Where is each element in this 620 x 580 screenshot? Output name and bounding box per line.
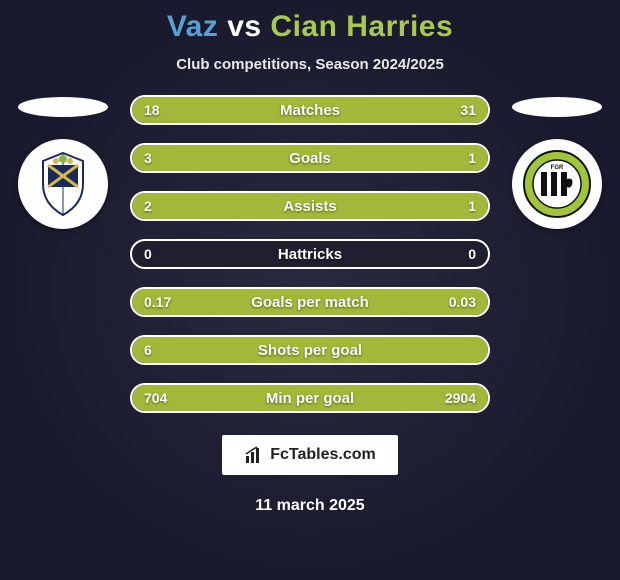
stat-label: Goals per match: [132, 294, 488, 311]
stat-bar: 31Goals: [130, 143, 490, 173]
player1-flag: [18, 97, 108, 117]
stat-label: Matches: [132, 102, 488, 119]
main-content: 1831Matches 31Goals 21Assists 00Hattricks 0.…: [0, 95, 620, 413]
stats-bars: 1831Matches 31Goals 21Assists 00Hattricks 0.…: [130, 95, 490, 413]
crest-icon: [28, 149, 98, 219]
stat-bar: 7042904Min per goal: [130, 383, 490, 413]
logo-text: FcTables.com: [270, 446, 376, 464]
site-logo[interactable]: FcTables.com: [222, 435, 398, 475]
crest-icon: FGR: [522, 149, 592, 219]
stat-label: Hattricks: [132, 246, 488, 263]
player1-name: Vaz: [167, 10, 219, 43]
chart-icon: [244, 445, 264, 465]
comparison-title: Vaz vs Cian Harries: [167, 10, 453, 44]
stat-bar: 21Assists: [130, 191, 490, 221]
stat-label: Goals: [132, 150, 488, 167]
player2-crest: FGR: [512, 139, 602, 229]
subtitle: Club competitions, Season 2024/2025: [176, 56, 444, 73]
player2-flag: [512, 97, 602, 117]
stat-bar: 00Hattricks: [130, 239, 490, 269]
date-label: 11 march 2025: [255, 497, 364, 515]
stat-label: Shots per goal: [132, 342, 488, 359]
stat-bar: 6Shots per goal: [130, 335, 490, 365]
stat-label: Assists: [132, 198, 488, 215]
stat-label: Min per goal: [132, 390, 488, 407]
player2-side: FGR: [502, 95, 612, 229]
player2-name: Cian Harries: [270, 10, 453, 43]
player1-crest: [18, 139, 108, 229]
player1-side: [8, 95, 118, 229]
stat-bar: 1831Matches: [130, 95, 490, 125]
stat-bar: 0.170.03Goals per match: [130, 287, 490, 317]
vs-text: vs: [227, 10, 261, 43]
svg-text:FGR: FGR: [551, 165, 564, 171]
